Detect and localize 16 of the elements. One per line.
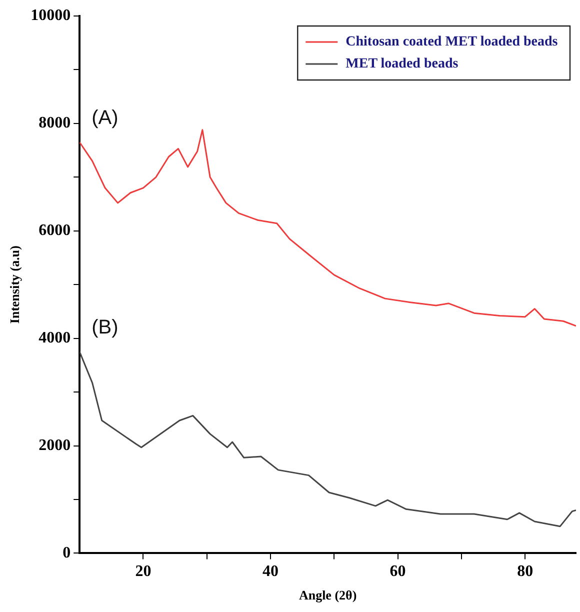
x-tick-label: 20 [135, 562, 152, 580]
x-tick-label: 80 [517, 562, 534, 580]
x-axis-title: Angle (2θ) [298, 588, 357, 603]
y-tick-label: 4000 [38, 329, 71, 346]
x-tick-label: 60 [390, 562, 406, 580]
legend-label: Chitosan coated MET loaded beads [346, 34, 558, 50]
x-tick-label: 40 [262, 562, 279, 580]
legend-label: MET loaded beads [346, 56, 459, 72]
annotation: (B) [92, 316, 118, 338]
y-tick-label: 6000 [38, 222, 71, 240]
y-tick-label: 10000 [30, 7, 71, 24]
y-axis-title: Intensity (a.u) [7, 246, 22, 324]
y-tick-label: 0 [62, 544, 71, 562]
y-tick-label: 8000 [38, 114, 71, 132]
annotation: (A) [92, 106, 118, 129]
y-tick-label: 2000 [38, 436, 71, 454]
